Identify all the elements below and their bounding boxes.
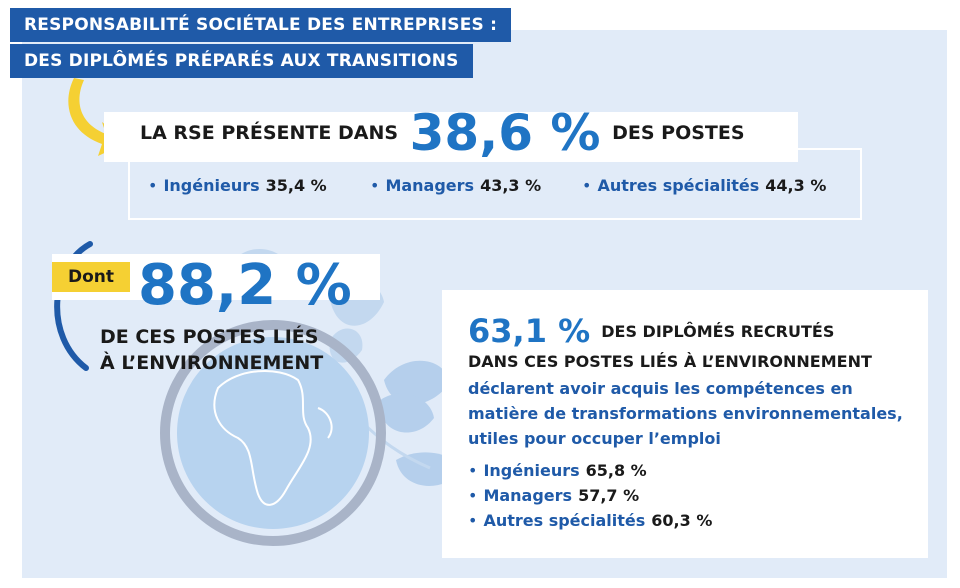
card-item-other: • Autres spécialités 60,3 % [468,508,712,533]
dont-badge: Dont [52,262,130,292]
bullet-icon: • [468,486,478,505]
card-item-value: 60,3 % [651,511,713,530]
card-line-1: DES DIPLÔMÉS RECRUTÉS [601,321,835,341]
card-description: déclarent avoir acquis les compétences e… [468,379,903,448]
rse-banner [104,112,798,162]
rse-suffix: DES POSTES [612,122,745,144]
card-item-label: Managers [483,486,573,505]
bullet-icon: • [468,461,478,480]
rse-item-managers: • Managers 43,3 % [370,176,582,195]
environment-line-2: À L’ENVIRONNEMENT [100,352,324,374]
environment-label: DE CES POSTES LIÉS À L’ENVIRONNEMENT [100,324,323,376]
card-value: 63,1 % [468,312,591,350]
bullet-icon: • [582,176,592,195]
environment-line-1-bold: LIÉS [272,326,319,348]
header-line-2: DES DIPLÔMÉS PRÉPARÉS AUX TRANSITIONS [10,44,473,78]
rse-item-label: Autres spécialités [597,176,760,195]
card-line-2: DANS CES POSTES LIÉS À L’ENVIRONNEMENT [468,352,872,371]
card-breakdown: • Ingénieurs 65,8 % • Managers 57,7 % • Autre… [468,458,712,533]
rse-breakdown: • Ingénieurs 35,4 % • Managers 43,3 % • … [148,176,826,195]
card-item-engineers: • Ingénieurs 65,8 % [468,458,712,483]
rse-item-other: • Autres spécialités 44,3 % [582,176,826,195]
rse-prefix: LA RSE PRÉSENTE DANS [140,122,399,144]
blue-arc-decoration [54,241,93,371]
card-headline: 63,1 % DES DIPLÔMÉS RECRUTÉS [468,312,834,350]
skills-card [442,290,928,558]
rse-item-value: 44,3 % [765,176,827,195]
globe-illustration [160,320,386,546]
rse-box [128,148,862,220]
rse-item-label: Ingénieurs [163,176,260,195]
card-item-value: 57,7 % [578,486,640,505]
rse-value: 38,6 % [409,104,601,162]
header-line-1: RESPONSABILITÉ SOCIÉTALE DES ENTREPRISES… [10,8,512,42]
rse-item-value: 43,3 % [480,176,542,195]
environment-value: 88,2 % [138,253,352,318]
card-item-label: Autres spécialités [483,511,646,530]
rse-item-value: 35,4 % [265,176,327,195]
bullet-icon: • [148,176,158,195]
rse-item-label: Managers [385,176,475,195]
card-item-managers: • Managers 57,7 % [468,483,712,508]
bullet-icon: • [468,511,478,530]
rse-item-engineers: • Ingénieurs 35,4 % [148,176,370,195]
environment-line-1: DE CES POSTES [100,326,273,348]
bullet-icon: • [370,176,380,195]
card-item-value: 65,8 % [585,461,647,480]
card-item-label: Ingénieurs [483,461,580,480]
rse-headline: LA RSE PRÉSENTE DANS 38,6 % DES POSTES [140,104,745,162]
